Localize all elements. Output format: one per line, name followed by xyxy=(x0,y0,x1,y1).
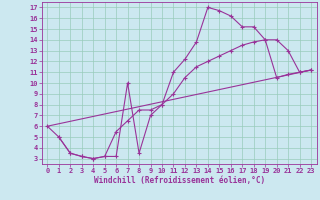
X-axis label: Windchill (Refroidissement éolien,°C): Windchill (Refroidissement éolien,°C) xyxy=(94,176,265,185)
